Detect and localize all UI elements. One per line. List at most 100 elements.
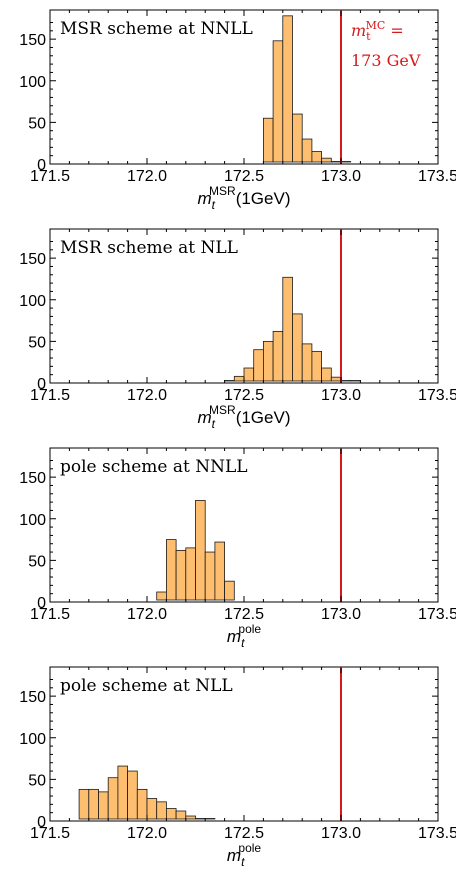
histogram-bar <box>340 380 352 382</box>
chart-panel: 171.5 172.0 172.5 173.0 173.5 0 50 100 150 MSR sc… <box>19 228 456 431</box>
x-tick-label: 173.0 <box>321 825 361 842</box>
histogram-bar <box>292 313 303 382</box>
y-tick-label: 50 <box>28 553 46 570</box>
histogram-bar <box>282 276 293 382</box>
histogram-bar <box>233 375 245 382</box>
histogram-bar <box>146 798 158 820</box>
x-axis-subscript: t <box>212 417 216 431</box>
x-axis-title: mtMSR(1GeV) <box>198 184 291 212</box>
x-tick-label: 171.5 <box>30 606 70 623</box>
y-tick-label: 150 <box>19 689 46 706</box>
y-tick-label: 100 <box>19 731 46 748</box>
x-axis-superscript: MSR <box>209 403 236 417</box>
mc-mass-value: 173 GeV <box>351 51 421 70</box>
histogram-bar <box>224 580 235 601</box>
y-tick-label: 50 <box>28 115 46 132</box>
histogram-bar <box>301 138 313 163</box>
histogram-bar <box>195 818 206 820</box>
x-tick-label: 173.0 <box>321 168 361 185</box>
x-tick-label: 173.5 <box>418 387 456 404</box>
x-axis-symbol: m <box>227 846 241 865</box>
histogram-bar <box>272 330 284 382</box>
y-tick-label: 0 <box>37 814 46 831</box>
panel-title: MSR scheme at NNLL <box>60 19 253 39</box>
panel-title: MSR scheme at NLL <box>60 238 238 258</box>
x-axis-subscript: t <box>241 636 245 650</box>
histogram-bar <box>204 551 216 601</box>
histogram-bar <box>214 541 225 601</box>
x-tick-label: 172.5 <box>224 387 264 404</box>
x-axis-suffix: (1GeV) <box>236 408 291 427</box>
x-tick-label: 171.5 <box>30 387 70 404</box>
histogram-bar <box>330 161 342 163</box>
histogram-bar <box>253 349 264 382</box>
histogram-bar <box>330 376 342 382</box>
y-tick-label: 50 <box>28 772 46 789</box>
histogram-bar <box>175 549 187 601</box>
y-tick-label: 100 <box>19 512 46 529</box>
x-tick-label: 173.5 <box>418 825 456 842</box>
x-tick-label: 172.0 <box>127 168 167 185</box>
x-axis-symbol: m <box>198 408 212 427</box>
histogram-bar <box>98 791 109 820</box>
chart-panel: 171.5 172.0 172.5 173.0 173.5 0 50 100 150 pole s… <box>19 666 456 869</box>
x-axis-subscript: t <box>212 198 216 212</box>
histogram-bar <box>292 113 303 163</box>
y-tick-label: 0 <box>37 157 46 174</box>
x-axis-superscript: MSR <box>209 184 236 198</box>
histogram-bar <box>321 367 332 382</box>
histogram-bar <box>165 539 177 601</box>
x-tick-label: 171.5 <box>30 168 70 185</box>
y-tick-label: 100 <box>19 74 46 91</box>
mc-mass-annotation: mtMC = <box>351 19 404 43</box>
histogram-bar <box>243 367 255 382</box>
x-axis-superscript: pole <box>238 841 261 855</box>
y-tick-label: 100 <box>19 293 46 310</box>
panel-title: pole scheme at NLL <box>60 676 233 696</box>
x-tick-label: 173.0 <box>321 387 361 404</box>
histogram-bar <box>262 340 274 382</box>
y-tick-label: 50 <box>28 334 46 351</box>
x-axis-title: mtMSR(1GeV) <box>198 403 291 431</box>
histogram-bar <box>272 40 284 163</box>
histogram-bar <box>127 770 138 820</box>
histogram-bar <box>282 15 293 163</box>
x-axis-suffix: (1GeV) <box>236 189 291 208</box>
histogram-bar <box>136 788 148 820</box>
x-tick-label: 172.0 <box>127 387 167 404</box>
histogram-bar <box>78 788 90 820</box>
x-axis-subscript: t <box>241 855 245 869</box>
histogram-bar <box>117 765 129 820</box>
histogram-bar <box>195 500 206 601</box>
x-tick-label: 173.5 <box>418 606 456 623</box>
y-tick-label: 0 <box>37 376 46 393</box>
x-tick-label: 172.0 <box>127 606 167 623</box>
histogram-bar <box>107 777 119 820</box>
x-tick-label: 173.5 <box>418 168 456 185</box>
histogram-bar <box>224 380 235 382</box>
y-tick-label: 150 <box>19 470 46 487</box>
histogram-bar <box>156 591 167 601</box>
histogram-bar <box>156 801 167 820</box>
chart-panel: 171.5 172.0 172.5 173.0 173.5 0 50 100 150 pole s… <box>19 447 456 650</box>
histogram-bar <box>185 815 196 820</box>
x-tick-label: 173.0 <box>321 606 361 623</box>
x-axis-symbol: m <box>227 627 241 646</box>
x-tick-label: 172.5 <box>224 606 264 623</box>
histogram-bar <box>311 350 322 382</box>
y-tick-label: 150 <box>19 32 46 49</box>
histogram-bar <box>175 810 187 820</box>
x-tick-label: 172.0 <box>127 825 167 842</box>
panel-title: pole scheme at NNLL <box>60 457 248 477</box>
x-axis-symbol: m <box>198 189 212 208</box>
histogram-bar <box>340 161 352 163</box>
y-tick-label: 150 <box>19 251 46 268</box>
x-tick-label: 172.5 <box>224 825 264 842</box>
x-tick-label: 172.5 <box>224 168 264 185</box>
histogram-bar <box>165 808 177 820</box>
histogram-bar <box>311 151 322 163</box>
histogram-bar <box>262 117 274 163</box>
x-axis-superscript: pole <box>238 622 261 636</box>
histogram-bar <box>350 380 361 382</box>
